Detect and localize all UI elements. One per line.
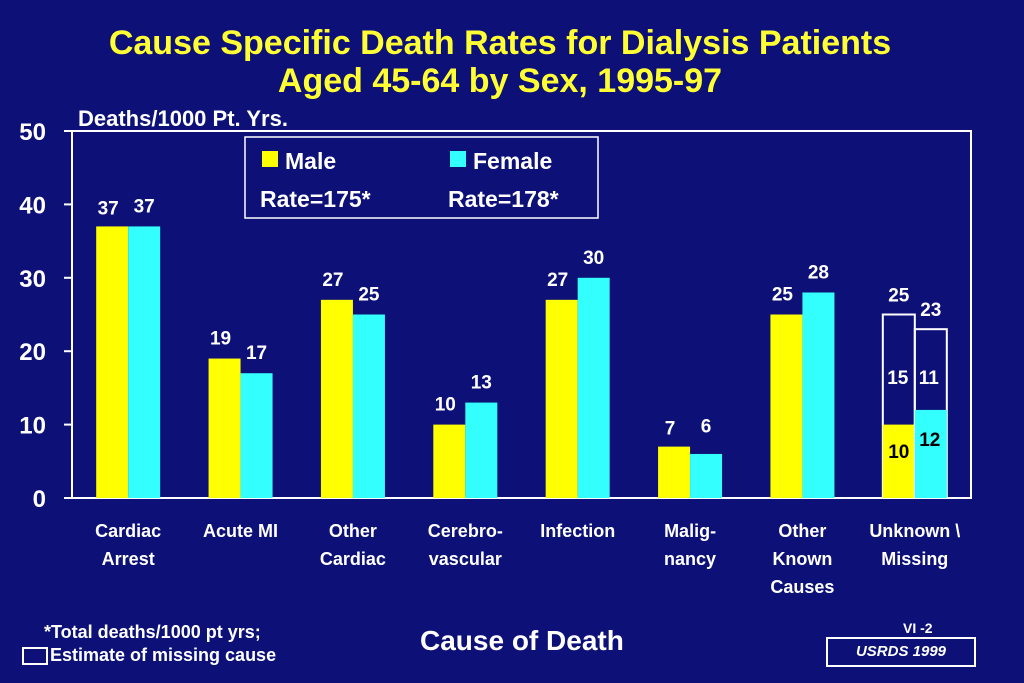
missing-estimate-legend-box — [22, 647, 48, 665]
legend-rate-male: Rate=175* — [260, 186, 371, 212]
data-label-male: 27 — [322, 270, 343, 291]
data-label-male-total: 25 — [888, 286, 910, 307]
source-label: USRDS 1999 — [826, 637, 976, 667]
bar-male — [433, 424, 466, 498]
bar-female — [465, 402, 498, 498]
y-tick-label: 10 — [19, 413, 46, 440]
data-label-female: 25 — [358, 285, 380, 306]
y-tick-label: 40 — [19, 192, 46, 219]
x-tick-label: Missing — [881, 549, 948, 569]
slide-id: VI -2 — [903, 620, 933, 636]
data-label-male: 10 — [888, 442, 909, 463]
data-label-female-missing: 11 — [919, 368, 940, 389]
bar-female — [802, 292, 835, 498]
x-tick-label: nancy — [664, 549, 716, 569]
legend-box — [244, 136, 599, 219]
x-tick-label: Known — [772, 549, 832, 569]
data-label-female: 37 — [134, 196, 155, 217]
x-tick-label: Unknown \ — [869, 521, 960, 541]
data-label-female: 13 — [471, 373, 492, 394]
x-tick-label: Causes — [770, 577, 834, 597]
bar-male — [882, 424, 915, 498]
data-label-female-total: 23 — [920, 300, 941, 321]
bar-male — [208, 358, 241, 498]
x-tick-label: Cerebro- — [428, 521, 503, 541]
x-tick-label: Cardiac — [95, 521, 161, 541]
y-axis-label: Deaths/1000 Pt. Yrs. — [78, 106, 288, 131]
data-label-female: 12 — [919, 430, 940, 451]
x-tick-label: Other — [778, 521, 826, 541]
legend-swatch-female — [450, 151, 466, 167]
y-tick-label: 0 — [33, 486, 46, 513]
x-tick-label: Malig- — [664, 521, 716, 541]
chart-title-line1: Cause Specific Death Rates for Dialysis … — [108, 24, 892, 62]
y-tick-label: 30 — [19, 266, 46, 293]
bar-female — [914, 409, 947, 498]
data-label-male: 27 — [547, 270, 568, 291]
bar-male — [545, 299, 578, 498]
data-label-female: 30 — [583, 248, 604, 269]
bar-female — [690, 453, 723, 498]
legend-label-female: Female — [473, 148, 552, 174]
x-tick-label: Other — [329, 521, 377, 541]
x-axis-label: Cause of Death — [420, 625, 624, 656]
data-label-female: 6 — [701, 417, 712, 438]
x-tick-label: vascular — [429, 549, 502, 569]
x-tick-label: Acute MI — [203, 521, 278, 541]
plot-frame — [71, 130, 972, 499]
bar-female — [128, 226, 161, 499]
footnote-total-deaths: *Total deaths/1000 pt yrs; — [44, 622, 261, 642]
data-label-male: 25 — [772, 285, 794, 306]
x-tick-label: Infection — [540, 521, 615, 541]
x-tick-label: Arrest — [102, 549, 155, 569]
bar-female — [240, 373, 273, 498]
data-label-female: 28 — [808, 262, 829, 283]
bar-female — [352, 314, 385, 498]
legend-rate-female: Rate=178* — [448, 186, 559, 212]
bar-male — [770, 314, 803, 498]
data-label-male: 19 — [210, 329, 231, 350]
data-label-male: 37 — [98, 198, 119, 219]
data-label-female: 17 — [246, 343, 267, 364]
footnote-missing-estimate: Estimate of missing cause — [50, 645, 277, 665]
data-label-male: 10 — [435, 395, 456, 416]
bar-male — [320, 299, 353, 498]
bar-male — [658, 446, 691, 498]
bar-female — [577, 277, 610, 498]
data-label-male: 7 — [665, 419, 676, 440]
x-tick-label: Cardiac — [320, 549, 386, 569]
data-label-male-missing: 15 — [887, 368, 909, 389]
chart-title-line2: Aged 45-64 by Sex, 1995-97 — [277, 62, 723, 100]
legend-label-male: Male — [285, 148, 336, 174]
legend-swatch-male — [262, 151, 278, 167]
bar-male — [96, 226, 129, 499]
y-tick-label: 20 — [19, 339, 46, 366]
y-tick-label: 50 — [19, 119, 46, 146]
